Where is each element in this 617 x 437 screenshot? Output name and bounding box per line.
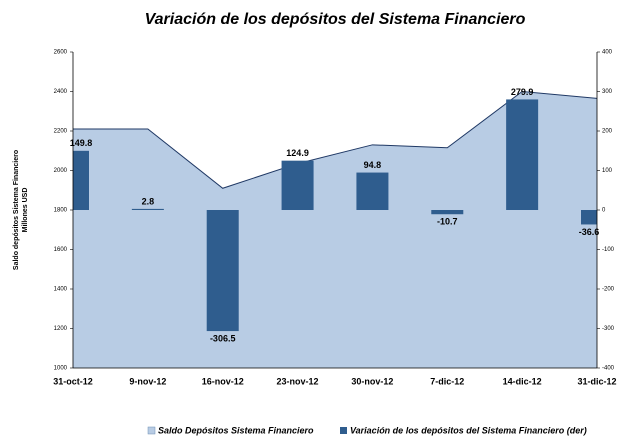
bar: [581, 210, 597, 225]
legend-label: Variación de los depósitos del Sistema F…: [350, 425, 587, 435]
data-label: -306.5: [210, 333, 236, 343]
x-tick-label: 7-dic-12: [430, 376, 464, 386]
y2-tick-label: 200: [602, 129, 613, 135]
bar: [131, 208, 164, 210]
data-label: 94.8: [364, 160, 382, 170]
legend-swatch: [340, 427, 347, 434]
y-tick-label: 2400: [54, 89, 68, 95]
data-label: -10.7: [437, 217, 458, 227]
y2-tick-label: 0: [602, 208, 606, 214]
data-label: 2.8: [142, 196, 155, 206]
y-tick-label: 1200: [54, 326, 68, 332]
bar: [431, 210, 464, 215]
bar: [73, 150, 89, 210]
data-label: -36.6: [579, 227, 600, 237]
legend-swatch: [147, 426, 156, 435]
x-tick-label: 31-oct-12: [53, 376, 93, 386]
x-tick-label: 14-dic-12: [503, 376, 542, 386]
bar: [356, 172, 389, 210]
x-tick-label: 30-nov-12: [351, 376, 393, 386]
data-label: 279.9: [511, 87, 534, 97]
y2-tick-label: -100: [602, 247, 615, 253]
bar: [206, 210, 239, 332]
x-tick-label: 16-nov-12: [202, 376, 244, 386]
x-tick-label: 23-nov-12: [277, 376, 319, 386]
y-tick-label: 1600: [54, 247, 68, 253]
data-label: 149.8: [70, 138, 93, 148]
area: [73, 91, 597, 368]
y-tick-label: 1400: [54, 287, 68, 293]
bar: [506, 99, 539, 210]
y2-tick-label: 100: [602, 168, 613, 174]
y-tick-label: 2000: [54, 168, 68, 174]
y2-tick-label: -300: [602, 326, 615, 332]
y2-tick-label: -200: [602, 287, 615, 293]
y2-tick-label: -400: [602, 366, 615, 372]
chart-title: Variación de los depósitos del Sistema F…: [145, 11, 526, 28]
y-tick-label: 2600: [54, 50, 68, 56]
y2-tick-label: 400: [602, 50, 613, 56]
y-axis-label: Millones USD: [22, 188, 29, 233]
y-tick-label: 1000: [54, 366, 68, 372]
legend-label: Saldo Depósitos Sistema Financiero: [158, 425, 314, 435]
y-tick-label: 1800: [54, 208, 68, 214]
y-axis-label: Saldo depósitos Sistema Financiero: [13, 150, 20, 270]
y2-tick-label: 300: [602, 89, 613, 95]
y-tick-label: 2200: [54, 129, 68, 135]
bar: [281, 160, 314, 210]
plot-area: [73, 90, 597, 368]
x-tick-label: 31-dic-12: [577, 376, 616, 386]
data-label: 124.9: [286, 148, 309, 158]
x-tick-label: 9-nov-12: [129, 376, 166, 386]
